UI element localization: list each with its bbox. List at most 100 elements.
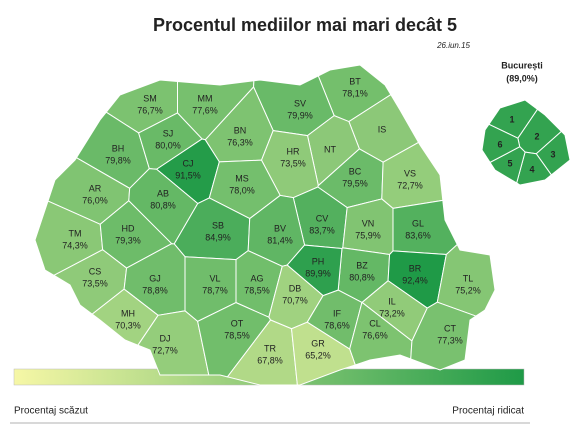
county-name: TM <box>69 228 82 238</box>
county-value: 75,9% <box>355 230 381 240</box>
county-value: 91,5% <box>175 170 201 180</box>
county-value: 77,3% <box>437 335 463 345</box>
county-value: 76,6% <box>362 330 388 340</box>
county-name: SB <box>212 220 224 230</box>
counties <box>34 64 496 386</box>
county-name: CL <box>369 318 381 328</box>
sector-label: 3 <box>550 149 555 159</box>
county-value: 79,5% <box>342 178 368 188</box>
sector-label: 6 <box>497 139 502 149</box>
sector-label: 5 <box>507 158 512 168</box>
county-name: GL <box>412 218 424 228</box>
county-name: PH <box>312 256 325 266</box>
date: 26.iun.15 <box>436 41 470 50</box>
county-name: CV <box>316 213 329 223</box>
county-value: 73,5% <box>280 158 306 168</box>
county-value: 92,4% <box>402 275 428 285</box>
county-value: 77,6% <box>192 105 218 115</box>
county-name: BZ <box>356 260 368 270</box>
inset-value: (89,0%) <box>506 73 538 83</box>
county <box>137 310 210 376</box>
county-value: 79,3% <box>115 235 141 245</box>
county-name: SJ <box>163 128 174 138</box>
legend-low: Procentaj scăzut <box>14 406 88 417</box>
county-name: CS <box>89 266 102 276</box>
county-name: TR <box>264 343 276 353</box>
legend-high: Procentaj ridicat <box>452 406 524 417</box>
county-name: MS <box>235 173 249 183</box>
county-value: 78,1% <box>342 88 368 98</box>
county <box>392 199 458 256</box>
inset-title: București <box>501 60 543 70</box>
sector <box>481 123 521 164</box>
county-name: VS <box>404 168 416 178</box>
county-value: 79,8% <box>105 155 131 165</box>
county-value: 70,7% <box>282 295 308 305</box>
county-name: TL <box>463 273 474 283</box>
county-name: SM <box>143 93 157 103</box>
county-value: 76,7% <box>137 105 163 115</box>
county-value: 78,5% <box>224 330 250 340</box>
county-value: 76,3% <box>227 137 253 147</box>
county-name: AB <box>157 188 169 198</box>
county <box>410 301 477 371</box>
county-value: 76,0% <box>82 195 108 205</box>
county-value: 81,4% <box>267 235 293 245</box>
county-value: 72,7% <box>397 180 423 190</box>
county-name: BR <box>409 263 422 273</box>
county-name: BN <box>234 125 247 135</box>
sector-label: 2 <box>534 131 539 141</box>
county-name: IS <box>378 124 387 134</box>
county <box>290 321 356 386</box>
county-name: VL <box>209 273 220 283</box>
bucharest <box>481 99 571 186</box>
county-name: MH <box>121 308 135 318</box>
county-value: 75,2% <box>455 285 481 295</box>
county-name: DB <box>289 283 302 293</box>
county-value: 73,2% <box>379 308 405 318</box>
county-value: 83,7% <box>309 225 335 235</box>
county-value: 78,7% <box>202 285 228 295</box>
county-name: IF <box>333 308 342 318</box>
county-name: GJ <box>149 273 161 283</box>
county-name: BH <box>112 143 125 153</box>
county-name: BV <box>274 223 286 233</box>
county-name: OT <box>231 318 244 328</box>
county-name: MM <box>198 93 213 103</box>
county-name: AG <box>250 273 263 283</box>
county-value: 70,3% <box>115 320 141 330</box>
county-name: SV <box>294 98 306 108</box>
county-value: 78,6% <box>324 320 350 330</box>
county-value: 73,5% <box>82 278 108 288</box>
map-title: Procentul mediilor mai mari decât 5 <box>153 15 457 35</box>
county-name: HD <box>122 223 135 233</box>
sector-label: 4 <box>529 164 534 174</box>
county-value: 80,8% <box>349 272 375 282</box>
county-value: 74,3% <box>62 240 88 250</box>
county-name: NT <box>324 144 336 154</box>
county-name: AR <box>89 183 102 193</box>
county-value: 80,8% <box>150 200 176 210</box>
county-name: IL <box>388 296 396 306</box>
county-value: 78,0% <box>229 185 255 195</box>
county-name: CJ <box>183 158 194 168</box>
county-value: 80,0% <box>155 140 181 150</box>
county-value: 79,9% <box>287 110 313 120</box>
county-value: 78,5% <box>244 285 270 295</box>
county <box>436 243 496 317</box>
county <box>197 302 272 378</box>
county-name: GR <box>311 338 325 348</box>
county-name: BT <box>349 76 361 86</box>
county-value: 67,8% <box>257 355 283 365</box>
county-value: 72,7% <box>152 345 178 355</box>
county-name: CT <box>444 323 456 333</box>
county-name: DJ <box>160 333 171 343</box>
county-value: 84,9% <box>205 232 231 242</box>
county-name: BC <box>349 166 362 176</box>
county-value: 78,8% <box>142 285 168 295</box>
county-value: 89,9% <box>305 268 331 278</box>
county-name: HR <box>287 146 300 156</box>
sector-label: 1 <box>509 114 514 124</box>
county-value: 65,2% <box>305 350 331 360</box>
